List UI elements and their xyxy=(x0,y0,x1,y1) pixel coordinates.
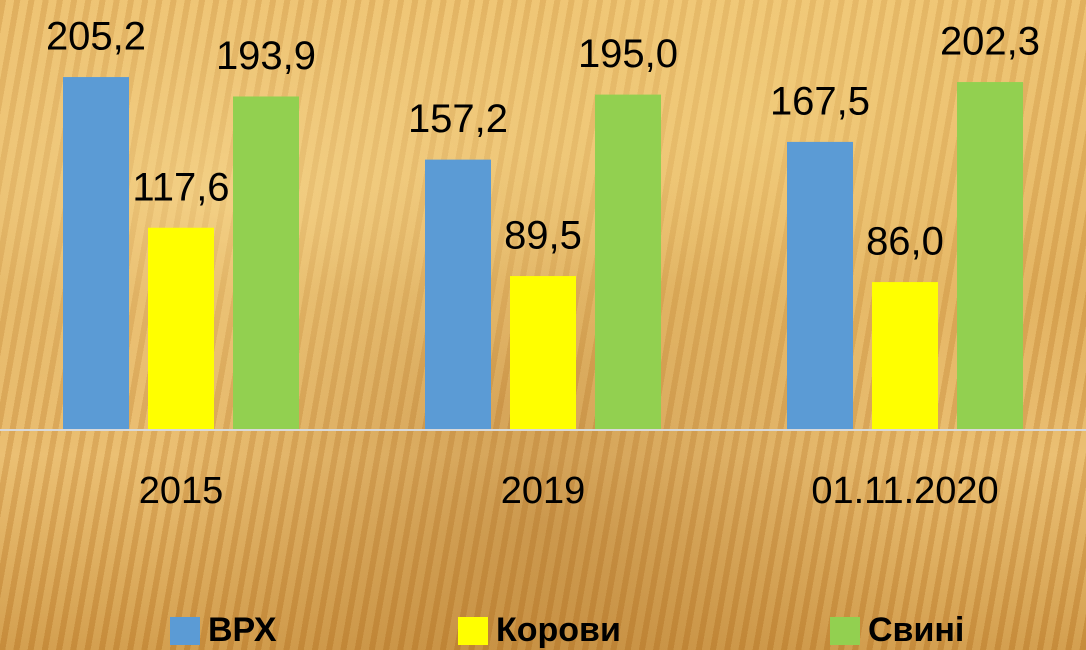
value-label: 86,0 xyxy=(866,220,944,264)
bar xyxy=(957,82,1023,430)
bar xyxy=(787,142,853,430)
bar xyxy=(63,77,129,430)
x-tick-label: 2019 xyxy=(501,470,586,512)
value-label: 195,0 xyxy=(578,32,678,76)
value-label: 202,3 xyxy=(940,20,1040,64)
legend-swatch xyxy=(830,617,860,645)
bar xyxy=(425,160,491,430)
bar xyxy=(510,276,576,430)
value-label: 205,2 xyxy=(46,15,146,59)
value-label: 89,5 xyxy=(504,214,582,258)
legend-swatch xyxy=(170,617,200,645)
legend-label: ВРХ xyxy=(208,611,277,649)
legend-label: Корови xyxy=(496,611,621,649)
value-label: 117,6 xyxy=(132,165,229,209)
value-label: 167,5 xyxy=(770,79,870,123)
bar xyxy=(595,95,661,430)
legend-swatch xyxy=(458,617,488,645)
bar xyxy=(872,282,938,430)
slide: 205,2 117,6 193,9 2015 157,2 89,5 195,0 2019 167… xyxy=(0,0,1086,650)
bar xyxy=(148,228,214,430)
legend-label: Свині xyxy=(868,611,964,649)
x-tick-label: 01.11.2020 xyxy=(811,470,998,512)
value-label: 157,2 xyxy=(408,97,508,141)
x-tick-label: 2015 xyxy=(139,470,224,512)
chart: 205,2 117,6 193,9 2015 157,2 89,5 195,0 2019 167… xyxy=(0,0,1086,650)
value-label: 193,9 xyxy=(216,34,316,78)
bar xyxy=(233,96,299,430)
